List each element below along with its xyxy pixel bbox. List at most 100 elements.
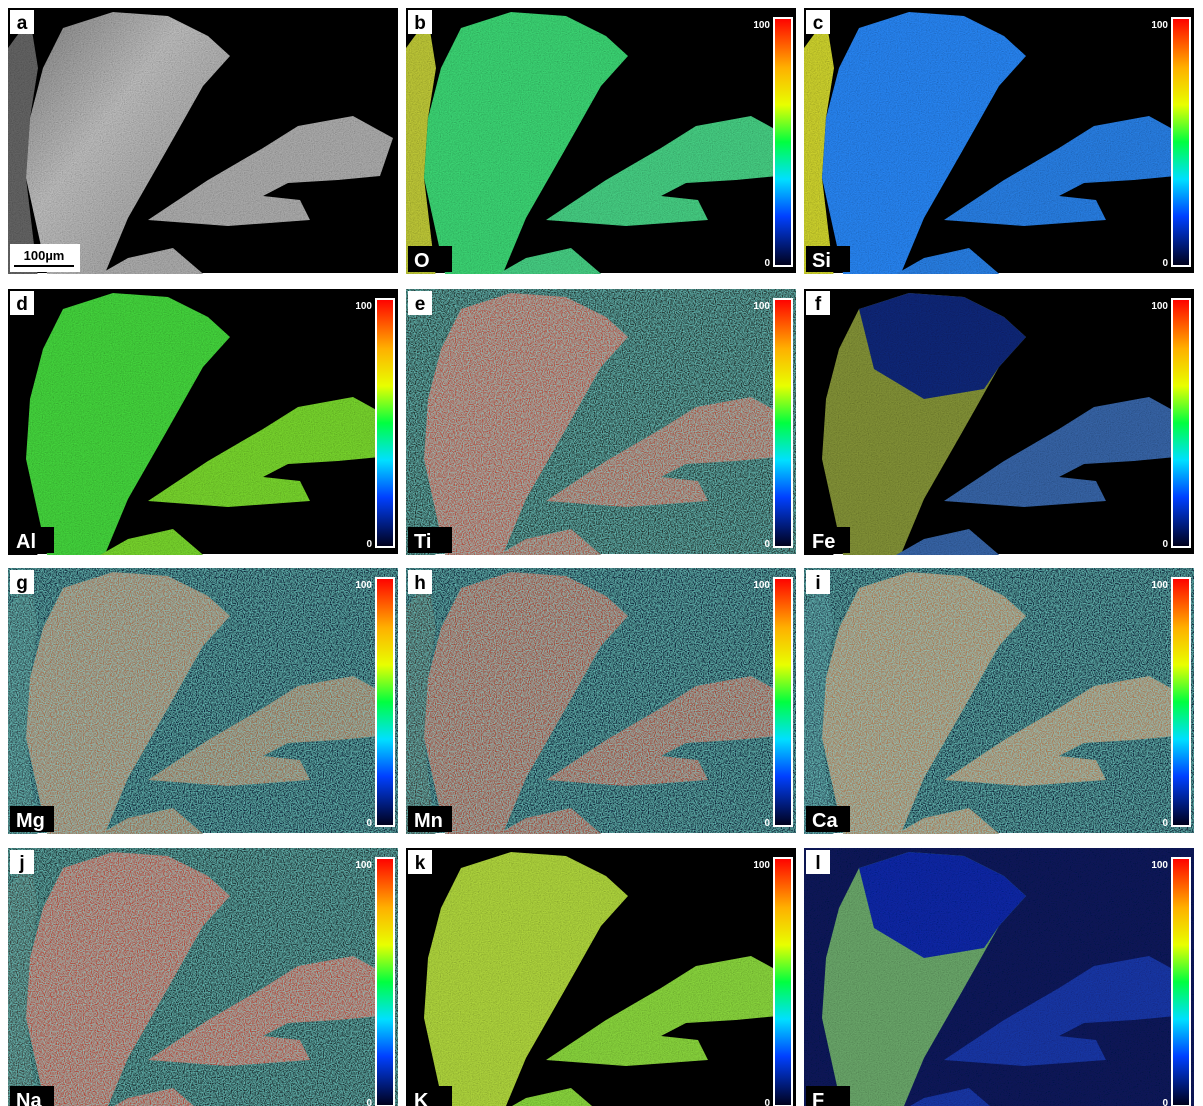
colorbar-min: 0: [764, 1098, 770, 1106]
element-label: Al: [16, 531, 36, 553]
colorbar-min: 0: [764, 818, 770, 829]
panel-image: [804, 568, 1194, 834]
element-label: Ti: [414, 531, 431, 553]
panel-letter: c: [813, 13, 824, 34]
element-box: [408, 527, 452, 553]
panel-letter: f: [815, 294, 822, 315]
panel-letter: a: [17, 13, 28, 34]
map: [8, 568, 398, 834]
letter-box: [408, 850, 432, 874]
colorbar-min: 0: [366, 818, 372, 829]
element-box: [806, 527, 850, 553]
colorbar: [773, 857, 793, 1106]
panel: g Mg 100 0: [8, 568, 398, 834]
grain-rim: [859, 852, 1026, 958]
scale-box: [10, 244, 80, 272]
element-label: Ca: [812, 810, 838, 832]
element-box: [806, 246, 850, 272]
colorbar-min: 0: [1162, 539, 1168, 550]
panel-image: [406, 848, 796, 1106]
panel: d Al 100 0: [8, 289, 398, 555]
element-label: Mg: [16, 810, 45, 832]
panel: j Na 100 0: [8, 848, 398, 1106]
element-label: Fe: [812, 531, 835, 553]
element-box: [806, 1086, 850, 1106]
element-box: [408, 246, 452, 272]
panel-image: [406, 568, 796, 834]
element-label: F: [812, 1090, 824, 1106]
letter-box: [806, 570, 830, 594]
map: [406, 8, 796, 274]
panel-image: [804, 848, 1194, 1106]
grain-rim: [859, 293, 1026, 399]
panel-letter: l: [815, 853, 820, 874]
element-label: Na: [16, 1090, 42, 1106]
colorbar: [773, 17, 793, 267]
letter-box: [806, 10, 830, 34]
letter-box: [806, 291, 830, 315]
colorbar: [773, 577, 793, 827]
colorbar-max: 100: [355, 860, 372, 871]
map: [804, 289, 1194, 555]
panel: l F 100 0: [804, 848, 1194, 1106]
colorbar-min: 0: [764, 539, 770, 550]
letter-box: [10, 850, 34, 874]
colorbar-max: 100: [1151, 301, 1168, 312]
panel: f Fe 100 0: [804, 289, 1194, 555]
map: [8, 8, 398, 274]
panel-letter: h: [414, 573, 426, 594]
panel: b O 100 0: [406, 8, 796, 274]
colorbar-max: 100: [753, 860, 770, 871]
colorbar: [1171, 17, 1191, 267]
panel-image: [804, 8, 1194, 274]
element-label: Si: [812, 250, 831, 272]
colorbar: [1171, 577, 1191, 827]
letter-box: [408, 570, 432, 594]
colorbar-max: 100: [1151, 860, 1168, 871]
element-box: [10, 1086, 54, 1106]
colorbar: [773, 298, 793, 548]
colorbar-max: 100: [753, 301, 770, 312]
colorbar-max: 100: [1151, 580, 1168, 591]
colorbar-max: 100: [753, 20, 770, 31]
panel-image: [8, 8, 398, 274]
colorbar-min: 0: [764, 258, 770, 269]
panel-letter: g: [16, 573, 28, 594]
letter-box: [408, 291, 432, 315]
letter-box: [806, 850, 830, 874]
panel: c Si 100 0: [804, 8, 1194, 274]
letter-box: [10, 10, 34, 34]
letter-box: [10, 291, 34, 315]
panel-letter: b: [414, 13, 426, 34]
element-box: [10, 527, 54, 553]
panel: h Mn 100 0: [406, 568, 796, 834]
map: [8, 848, 398, 1106]
panel-image: [804, 289, 1194, 555]
scale-bar-label: 100µm: [24, 248, 65, 263]
colorbar-min: 0: [366, 539, 372, 550]
map: [804, 8, 1194, 274]
colorbar: [375, 577, 395, 827]
colorbar-min: 0: [1162, 258, 1168, 269]
element-box: [408, 1086, 452, 1106]
map: [8, 289, 398, 555]
map: [406, 289, 796, 555]
colorbar: [1171, 857, 1191, 1106]
map: [406, 848, 796, 1106]
panel-image: [8, 848, 398, 1106]
panel-image: [8, 289, 398, 555]
colorbar-max: 100: [753, 580, 770, 591]
element-box: [408, 806, 452, 832]
panel-letter: j: [18, 853, 24, 874]
colorbar-max: 100: [355, 580, 372, 591]
panel-letter: i: [815, 573, 820, 594]
colorbar-max: 100: [355, 301, 372, 312]
panel: k K 100 0: [406, 848, 796, 1106]
map: [804, 568, 1194, 834]
colorbar-min: 0: [1162, 818, 1168, 829]
element-box: [10, 806, 54, 832]
panel-image: [8, 568, 398, 834]
panel-image: [406, 289, 796, 555]
panel: e Ti 100 0: [406, 289, 796, 555]
